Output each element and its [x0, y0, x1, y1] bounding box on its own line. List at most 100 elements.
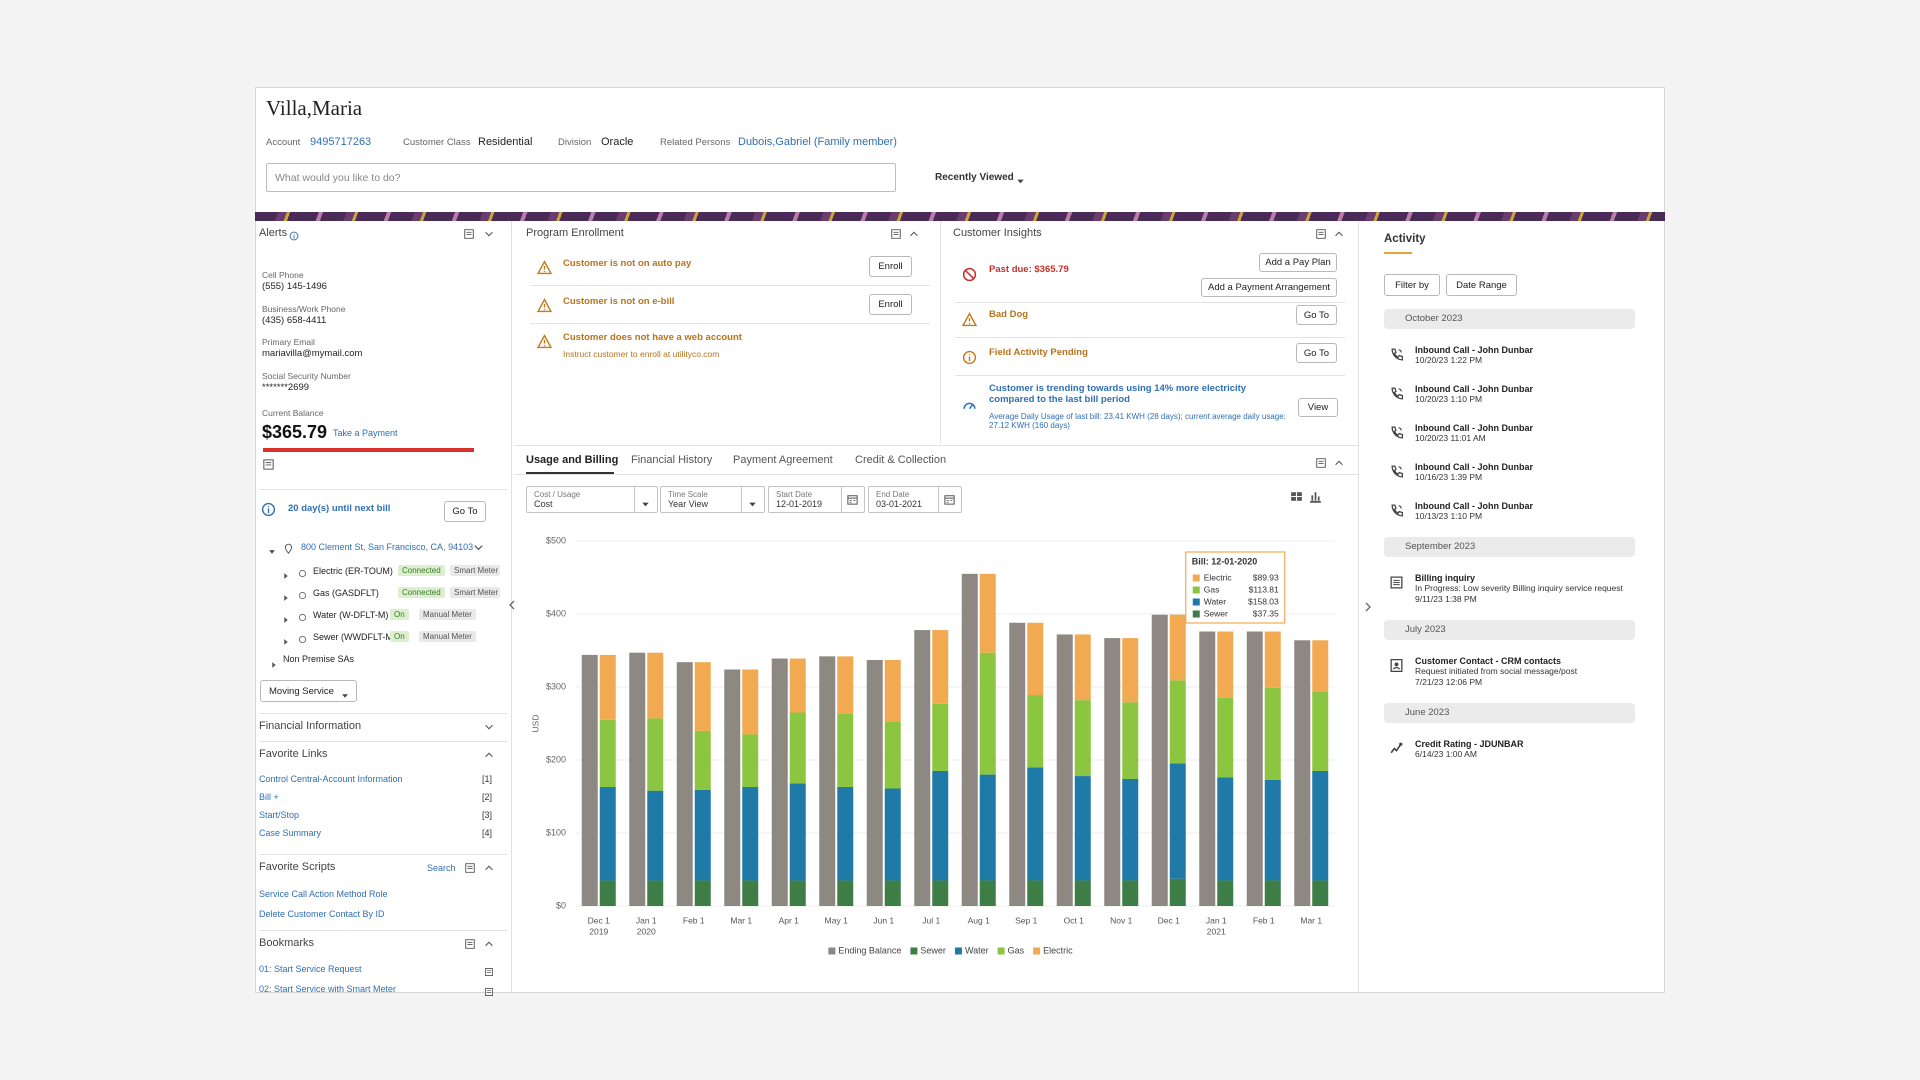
control-box[interactable]: [526, 486, 658, 513]
icon-shape: [1335, 231, 1343, 237]
activity-filter[interactable]: Filter by: [1384, 274, 1440, 296]
bookmark[interactable]: 01: Start Service Request: [259, 964, 362, 974]
icon-glyph: [465, 863, 475, 873]
icon-shape: [265, 462, 272, 466]
icon-shape: [465, 939, 475, 949]
activity-month: October 2023: [1405, 313, 1463, 324]
recently-viewed[interactable]: Recently Viewed: [935, 172, 1014, 183]
icon-glyph: [1365, 602, 1371, 612]
usage-tab[interactable]: Financial History: [631, 454, 713, 466]
activity-detail: In Progress: Low severity Billing inquir…: [1415, 583, 1623, 593]
field-value[interactable]: Dubois,Gabriel (Family member): [738, 136, 897, 148]
favorite-link[interactable]: Bill +: [259, 792, 279, 802]
insight-button[interactable]: Go To: [1296, 343, 1337, 363]
icon-shape: [284, 639, 288, 645]
insight-text: Customer is trending towards using 14% m…: [989, 383, 1247, 405]
bill-segment: [789, 880, 806, 906]
icon[interactable]: [1361, 600, 1375, 614]
favorite-link[interactable]: Case Summary: [259, 828, 322, 838]
icon-glyph: [1391, 465, 1404, 478]
favorite-script[interactable]: Service Call Action Method Role: [259, 889, 388, 899]
tooltip-swatch: [1192, 610, 1200, 618]
icon: [262, 458, 275, 471]
icon: [1389, 386, 1404, 401]
icon[interactable]: [1308, 489, 1323, 504]
field-value: Residential: [478, 136, 533, 148]
icon-glyph: [1310, 492, 1321, 503]
field-label: Division: [558, 137, 592, 148]
bill-segment: [1169, 680, 1186, 764]
bill-segment: [932, 880, 949, 906]
search-box[interactable]: [266, 163, 896, 192]
bill-segment: [1217, 697, 1234, 778]
activity-title: Inbound Call - John Dunbar: [1415, 423, 1533, 433]
icon[interactable]: [1333, 456, 1345, 468]
control-box[interactable]: [868, 486, 962, 513]
insight-button[interactable]: View: [1298, 398, 1338, 417]
bill-button[interactable]: Go To: [444, 501, 486, 522]
icon-glyph: [961, 312, 978, 327]
bill-segment: [932, 703, 949, 771]
icon[interactable]: [1289, 489, 1304, 504]
icon-shape: [467, 941, 473, 945]
icon[interactable]: [483, 748, 495, 760]
favorite-link[interactable]: Start/Stop: [259, 810, 300, 820]
bill-segment: [1027, 622, 1044, 696]
activity-filter[interactable]: Date Range: [1446, 274, 1517, 296]
usage-tab[interactable]: Payment Agreement: [733, 454, 833, 466]
tooltip-swatch: [1192, 586, 1200, 594]
icon-glyph: [485, 968, 493, 976]
icon-shape: [1391, 465, 1404, 478]
icon[interactable]: [483, 720, 495, 732]
bill-segment: [884, 659, 901, 722]
icon[interactable]: [908, 227, 920, 239]
icon-shape: [272, 662, 276, 668]
contact-value: (435) 658-4411: [262, 314, 327, 326]
icon[interactable]: [505, 598, 519, 612]
favorite-link-key: [3]: [482, 810, 493, 820]
payment-link[interactable]: Take a Payment: [333, 428, 398, 438]
icon-shape: [261, 502, 276, 517]
bill-segment: [1027, 880, 1044, 906]
panel-title: Alerts: [259, 227, 288, 239]
enroll-button[interactable]: Enroll: [869, 294, 912, 315]
panel-title: Program Enrollment: [526, 227, 624, 239]
field-value[interactable]: 9495717263: [310, 136, 372, 148]
icon[interactable]: [483, 937, 495, 949]
activity-month: July 2023: [1405, 624, 1446, 635]
favorite-script[interactable]: Delete Customer Contact By ID: [259, 908, 385, 919]
favorite-link[interactable]: Control Central-Account Information: [259, 774, 403, 784]
balance-bar: [724, 669, 741, 906]
bill-segment: [1264, 687, 1281, 780]
usage-tab[interactable]: Usage and Billing: [526, 454, 619, 466]
icon-shape: [1391, 426, 1404, 439]
icon-glyph: [1316, 458, 1326, 468]
icon-glyph: [464, 229, 474, 239]
legend-label: Sewer: [920, 945, 946, 955]
icon-glyph: [284, 595, 288, 601]
icon[interactable]: [483, 227, 495, 239]
script-search[interactable]: Search: [427, 863, 456, 873]
insight-button[interactable]: Add a Pay Plan: [1259, 253, 1337, 272]
address[interactable]: 800 Clement St, San Francisco, CA, 94103: [301, 542, 474, 552]
y-tick-label: $500: [546, 535, 566, 545]
bill-segment: [837, 656, 854, 715]
insight-button[interactable]: Add a Payment Arrangement: [1201, 278, 1337, 297]
icon-shape: [284, 573, 288, 579]
moving-service[interactable]: Moving Service: [260, 680, 357, 702]
icon[interactable]: [483, 861, 495, 873]
icon: [261, 502, 276, 517]
bookmark[interactable]: 02: Start Service with Smart Meter: [259, 983, 397, 994]
icon-glyph: [342, 694, 348, 698]
enroll-button[interactable]: Enroll: [869, 256, 912, 277]
icon[interactable]: [1333, 227, 1345, 239]
control-box[interactable]: [660, 486, 765, 513]
divider: [955, 375, 1345, 376]
usage-tab[interactable]: Credit & Collection: [855, 454, 947, 466]
control-box[interactable]: [768, 486, 865, 513]
activity-detail: 10/20/23 11:01 AM: [1415, 433, 1486, 443]
sa-meter: Smart Meter: [450, 565, 500, 576]
bill-segment: [1122, 880, 1139, 906]
insight-button[interactable]: Go To: [1296, 305, 1337, 325]
